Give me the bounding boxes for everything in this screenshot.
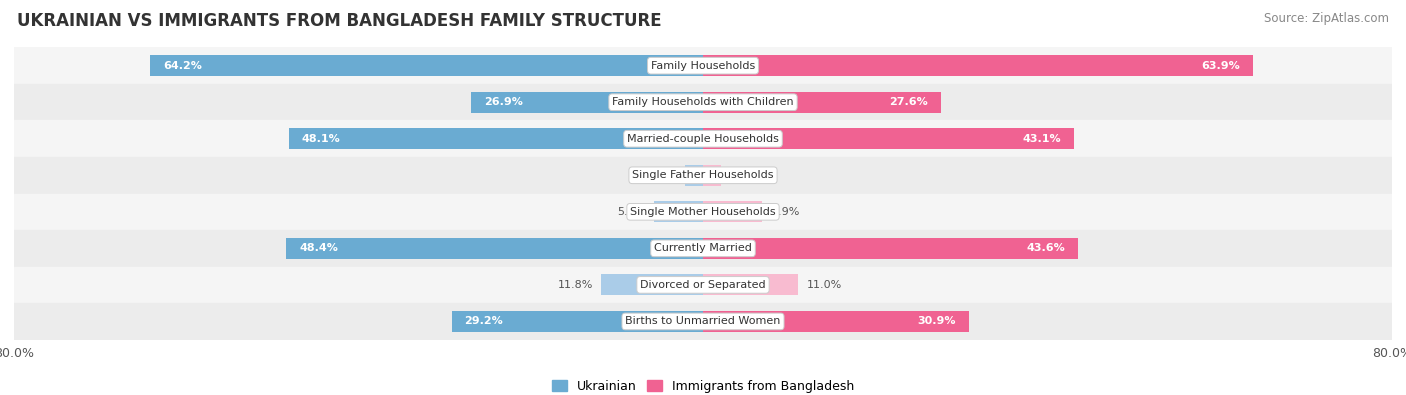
Bar xyxy=(14,267,1392,303)
Bar xyxy=(471,92,703,113)
Bar xyxy=(654,201,703,222)
Text: 30.9%: 30.9% xyxy=(918,316,956,326)
Text: 11.8%: 11.8% xyxy=(557,280,593,290)
Text: 27.6%: 27.6% xyxy=(889,97,928,107)
Text: Single Mother Households: Single Mother Households xyxy=(630,207,776,217)
Text: Family Households: Family Households xyxy=(651,61,755,71)
Text: 2.1%: 2.1% xyxy=(648,170,676,180)
Text: Single Father Households: Single Father Households xyxy=(633,170,773,180)
Bar xyxy=(703,92,941,113)
Text: 11.0%: 11.0% xyxy=(807,280,842,290)
Text: 64.2%: 64.2% xyxy=(163,61,202,71)
Text: 5.7%: 5.7% xyxy=(617,207,645,217)
Bar xyxy=(14,120,1392,157)
Bar xyxy=(602,274,703,295)
Bar xyxy=(14,194,1392,230)
Text: Family Households with Children: Family Households with Children xyxy=(612,97,794,107)
Legend: Ukrainian, Immigrants from Bangladesh: Ukrainian, Immigrants from Bangladesh xyxy=(547,375,859,395)
Bar xyxy=(703,165,721,186)
Text: UKRAINIAN VS IMMIGRANTS FROM BANGLADESH FAMILY STRUCTURE: UKRAINIAN VS IMMIGRANTS FROM BANGLADESH … xyxy=(17,12,661,30)
Bar xyxy=(288,128,703,149)
Bar xyxy=(703,55,1253,76)
Text: 6.9%: 6.9% xyxy=(770,207,800,217)
Bar xyxy=(703,274,797,295)
Bar xyxy=(703,311,969,332)
Text: 48.4%: 48.4% xyxy=(299,243,337,253)
Text: Married-couple Households: Married-couple Households xyxy=(627,134,779,144)
Bar xyxy=(150,55,703,76)
Text: 43.1%: 43.1% xyxy=(1022,134,1062,144)
Bar xyxy=(703,238,1078,259)
Bar xyxy=(287,238,703,259)
Text: Divorced or Separated: Divorced or Separated xyxy=(640,280,766,290)
Text: 63.9%: 63.9% xyxy=(1202,61,1240,71)
Text: Births to Unmarried Women: Births to Unmarried Women xyxy=(626,316,780,326)
Text: Source: ZipAtlas.com: Source: ZipAtlas.com xyxy=(1264,12,1389,25)
Bar xyxy=(451,311,703,332)
Text: 26.9%: 26.9% xyxy=(484,97,523,107)
Bar xyxy=(703,201,762,222)
Bar xyxy=(14,47,1392,84)
Bar xyxy=(14,84,1392,120)
Bar xyxy=(685,165,703,186)
Text: 48.1%: 48.1% xyxy=(302,134,340,144)
Text: 2.1%: 2.1% xyxy=(730,170,758,180)
Text: Currently Married: Currently Married xyxy=(654,243,752,253)
Text: 29.2%: 29.2% xyxy=(464,316,503,326)
Bar xyxy=(14,230,1392,267)
Bar xyxy=(14,157,1392,194)
Bar xyxy=(703,128,1074,149)
Bar xyxy=(14,303,1392,340)
Text: 43.6%: 43.6% xyxy=(1026,243,1066,253)
